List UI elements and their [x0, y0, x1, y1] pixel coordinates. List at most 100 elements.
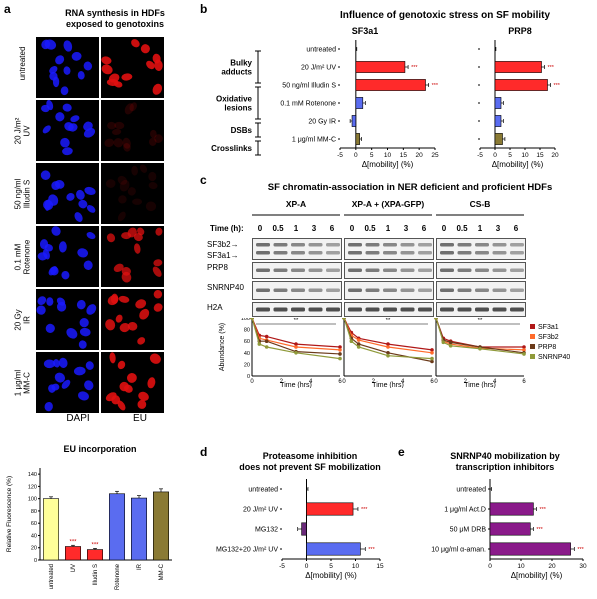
time-point-label: 0 — [350, 224, 355, 233]
nucleus — [44, 401, 53, 412]
protein-band — [400, 307, 415, 312]
category-label: 1 μg/ml MM-C — [292, 137, 336, 144]
protein-band — [475, 268, 489, 272]
nucleus — [152, 83, 163, 95]
blot-label: H2A — [207, 303, 223, 312]
y-tick-label: 0 — [34, 558, 37, 564]
protein-band — [475, 307, 489, 312]
micrograph-dapi — [36, 37, 99, 98]
protein-band — [326, 268, 340, 272]
y-tick-label: 120 — [28, 484, 37, 490]
protein-band — [475, 243, 489, 247]
protein-band — [365, 251, 380, 255]
category-label: 20 Gy IR — [308, 119, 336, 126]
legend-marker — [530, 344, 535, 349]
nucleus — [62, 103, 72, 112]
time-point-label: 3 — [312, 224, 317, 233]
micrograph-dapi — [36, 163, 99, 224]
x-tick-label: 2 — [280, 379, 284, 385]
col-label-eu: EU — [133, 413, 147, 424]
blot-strip — [436, 281, 526, 300]
significance-mark: ** — [386, 318, 391, 324]
nucleus — [62, 147, 73, 156]
data-point — [356, 345, 361, 349]
protein-band — [273, 307, 288, 312]
data-point — [338, 356, 342, 361]
blot-strip — [252, 302, 342, 317]
nucleus — [150, 129, 157, 139]
protein-band — [492, 307, 507, 312]
x-tick-label: 20 — [548, 563, 556, 570]
nucleus — [71, 51, 82, 61]
x-tick-label: 20 — [551, 152, 559, 159]
panel-a-title: RNA synthesis in HDFs exposed to genotox… — [30, 8, 200, 30]
x-tick-label: 10 — [384, 152, 392, 159]
protein-band — [326, 288, 340, 292]
category-label: 50 ng/ml Illudin S — [282, 83, 336, 90]
protein-band — [440, 243, 454, 247]
nucleus — [77, 71, 85, 80]
category-label: 50 μM DRB — [450, 527, 487, 534]
protein-band — [365, 268, 380, 272]
nucleus — [49, 65, 58, 74]
protein-band — [273, 268, 288, 272]
category-label: untreated — [49, 564, 55, 589]
bar — [109, 493, 126, 561]
bar — [494, 79, 548, 91]
nucleus — [55, 112, 65, 122]
bar — [489, 542, 571, 556]
nucleus — [73, 366, 86, 376]
data-point — [338, 345, 342, 349]
category-label: 20 J/m² UV — [301, 65, 336, 72]
x-tick-label: 0 — [342, 379, 346, 385]
y-tick-label: 80 — [31, 509, 37, 515]
significance-mark: *** — [577, 547, 584, 553]
x-tick-label: 6 — [338, 379, 342, 385]
blot-strip — [436, 302, 526, 317]
nucleus — [66, 193, 75, 201]
cell-line-label: XP-A — [286, 199, 306, 209]
panel-e-letter: e — [398, 445, 405, 459]
protein-band — [308, 268, 323, 272]
nucleus — [54, 372, 65, 383]
nucleus — [107, 295, 119, 306]
protein-band — [308, 288, 323, 292]
protein-band — [510, 288, 524, 292]
nucleus — [64, 122, 74, 131]
y-tick-label: 100 — [28, 497, 37, 503]
protein-band — [383, 243, 397, 247]
bar — [306, 542, 361, 556]
bar — [355, 133, 360, 145]
significance-mark: *** — [411, 65, 418, 71]
protein-band — [273, 251, 288, 255]
nucleus — [83, 260, 93, 270]
data-point — [386, 351, 390, 355]
y-tick-label: 40 — [244, 351, 250, 357]
time-label: Time (h): — [210, 224, 244, 233]
protein-band — [291, 268, 305, 272]
protein-band — [308, 307, 323, 312]
nucleus — [131, 165, 138, 176]
nucleus — [132, 198, 143, 205]
group-label: DSBs — [231, 126, 253, 135]
data-point — [522, 352, 526, 356]
nucleus — [42, 125, 51, 134]
nucleus — [127, 187, 136, 196]
x-axis-label: Time (hrs) — [372, 382, 404, 388]
category-label: 1 μg/ml Act.D — [444, 507, 486, 514]
significance-mark: *** — [368, 547, 375, 553]
protein-band — [326, 243, 340, 247]
protein-band — [365, 243, 380, 247]
protein-band — [383, 307, 397, 312]
time-point-label: 0.5 — [456, 224, 468, 233]
protein-band — [273, 243, 288, 247]
protein-band — [510, 307, 524, 312]
protein-band — [383, 268, 397, 272]
nucleus — [131, 39, 140, 48]
protein-band — [326, 307, 340, 312]
nucleus — [155, 227, 163, 236]
protein-band — [510, 268, 524, 272]
protein-band — [492, 288, 507, 292]
protein-band — [440, 288, 454, 292]
nucleus — [114, 121, 125, 130]
